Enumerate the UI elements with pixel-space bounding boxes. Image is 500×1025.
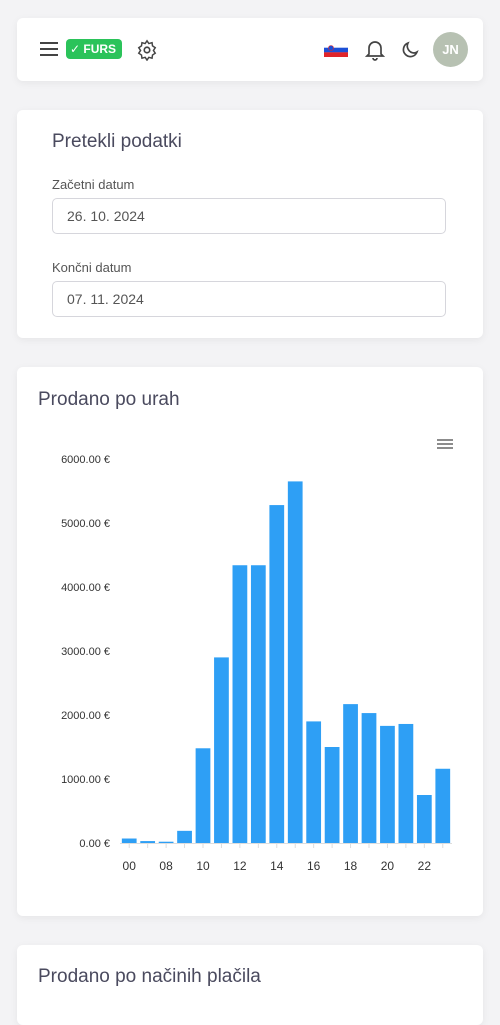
menu-icon[interactable] [39,41,59,57]
x-tick-label: 22 [418,859,432,873]
x-tick-label: 10 [196,859,210,873]
bar [214,657,229,843]
avatar[interactable]: JN [433,32,468,67]
y-tick-label: 4000.00 € [61,582,110,594]
bar [435,768,451,843]
bar [195,748,211,843]
field-label: Končni datum [52,260,132,275]
settings-icon[interactable] [136,39,158,61]
card-title: Pretekli podatki [52,131,182,152]
bar [306,721,322,843]
dark-mode-icon[interactable] [400,40,420,60]
badge-text: FURS [83,42,117,56]
top-bar: ✓ FURS JN [17,18,483,81]
bar [361,713,377,843]
x-tick-label: 20 [381,859,395,873]
y-tick-label: 0.00 € [79,838,110,850]
x-tick-label: 08 [159,859,173,873]
chart-card: Prodano po urah 0.00 € 1000.00 € 2000.00 €… [17,367,483,916]
date-input[interactable]: 07. 11. 2024 [52,281,446,317]
x-tick-label: 18 [344,859,358,873]
x-tick-label: 16 [307,859,321,873]
bar [140,841,156,843]
chart-title: Prodano po urah [38,389,180,410]
payment-card: Prodano po načinih plačila [17,945,483,1025]
y-tick-label: 3000.00 € [61,646,110,658]
bar [398,723,414,843]
bar [232,565,248,843]
bell-icon[interactable] [365,39,385,61]
bar [324,747,340,843]
filter-card: Pretekli podatki Začetni datum 26. 10. 2… [17,110,483,338]
bar [177,830,192,843]
bar [250,565,266,843]
furs-badge: ✓ FURS [66,39,123,59]
bar [343,704,358,843]
bar [158,841,174,843]
y-tick-label: 5000.00 € [61,518,110,530]
bar [121,838,137,843]
chart-menu[interactable] [437,439,453,449]
x-tick-label: 12 [233,859,247,873]
bar [416,795,432,843]
x-tick-label: 14 [270,859,284,873]
y-tick-label: 6000.00 € [61,454,110,466]
bar [287,481,303,843]
field-label: Začetni datum [52,177,135,192]
y-tick-label: 1000.00 € [61,774,110,786]
bar [269,505,285,843]
date-input[interactable]: 26. 10. 2024 [52,198,446,234]
flag-si[interactable] [324,43,348,57]
page: {"header": {"badge": "FURS", "avatar": "… [17,18,483,1025]
bar [380,725,395,843]
card-title: Prodano po načinih plačila [38,966,261,987]
x-tick-label: 00 [123,859,137,873]
chart: Prodano po urah 0.00 € 1000.00 € 2000.00 €… [38,389,453,873]
y-tick-label: 2000.00 € [61,710,110,722]
